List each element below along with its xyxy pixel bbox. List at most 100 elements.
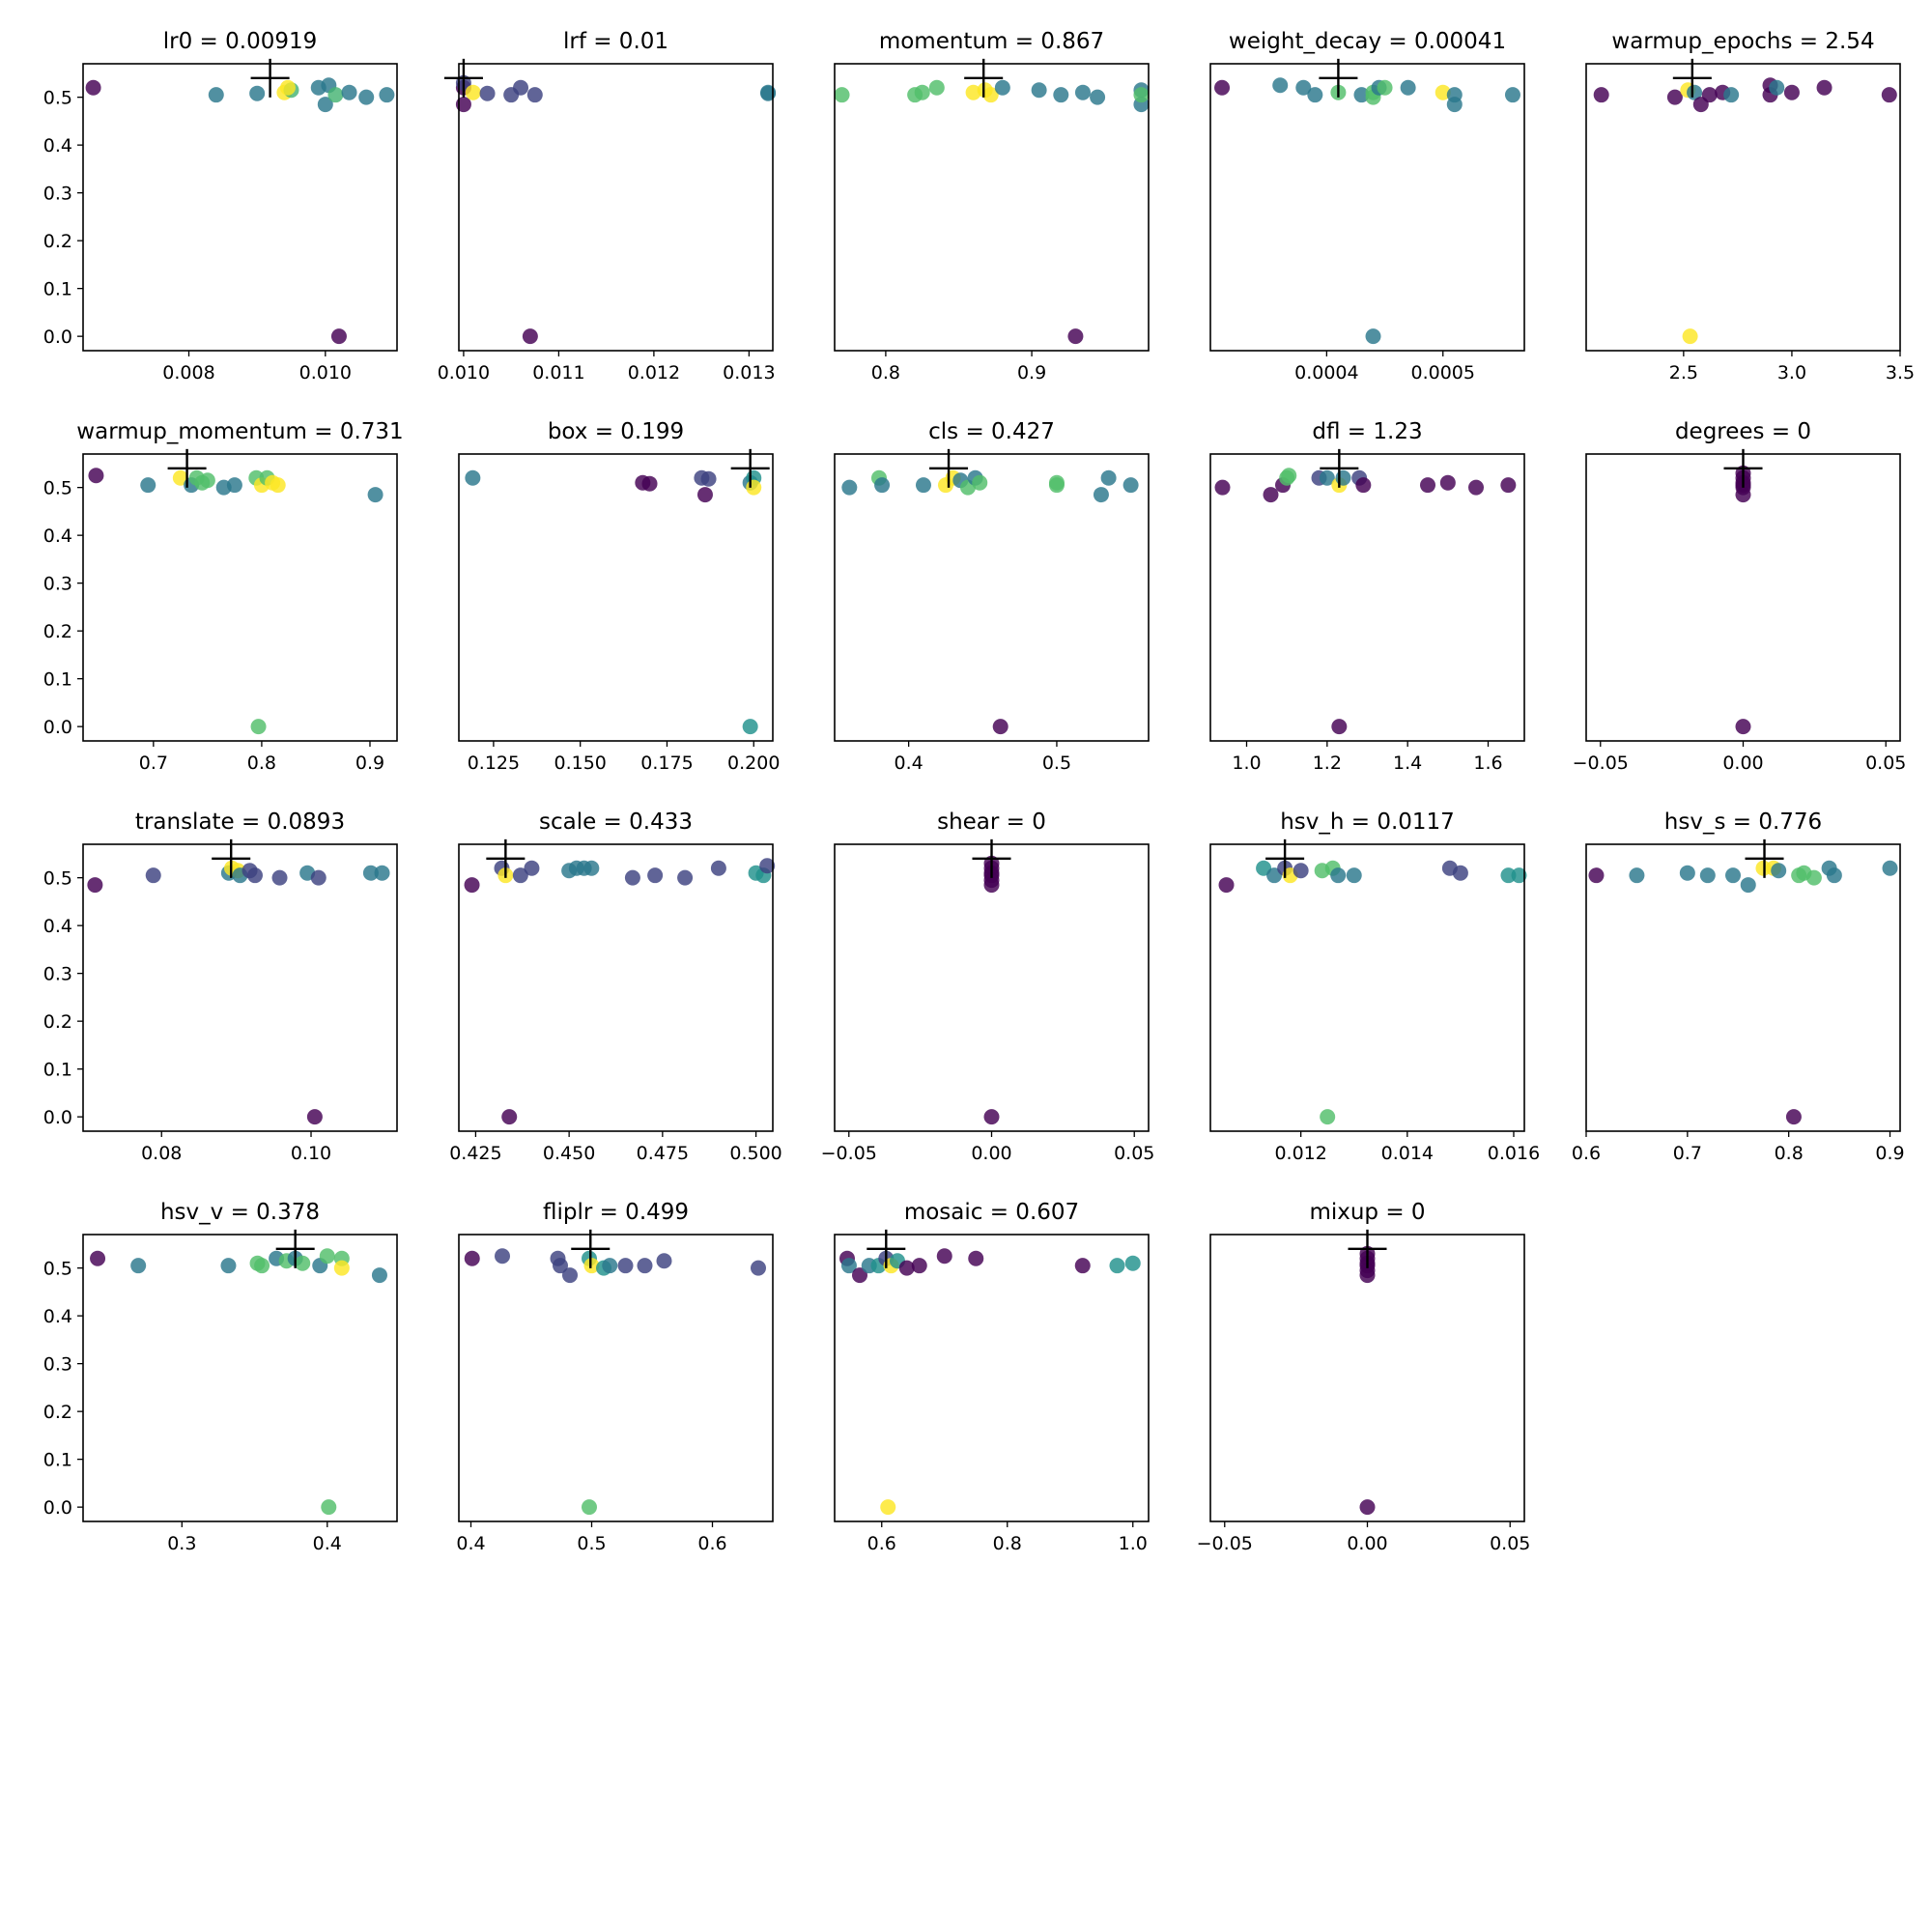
data-point bbox=[624, 869, 640, 886]
y-tick-label: 0.5 bbox=[43, 88, 72, 109]
data-point bbox=[1439, 474, 1456, 491]
data-point bbox=[1805, 869, 1822, 886]
data-point bbox=[562, 1267, 578, 1284]
best-marker bbox=[730, 448, 770, 488]
x-tick-label: 0.05 bbox=[1114, 1143, 1154, 1164]
data-point bbox=[1218, 877, 1235, 894]
data-point bbox=[759, 858, 776, 874]
data-point bbox=[1826, 867, 1842, 884]
data-point bbox=[751, 1260, 766, 1276]
best-marker bbox=[964, 58, 1004, 98]
data-point bbox=[327, 87, 344, 103]
data-point bbox=[1048, 477, 1065, 494]
subplot-9: degrees = 0 −0.05 0.00 0.05 bbox=[1573, 419, 1907, 774]
plot-frame bbox=[834, 63, 1150, 352]
data-point bbox=[617, 1258, 634, 1274]
x-tick-label: 0.6 bbox=[1572, 1143, 1601, 1164]
data-point bbox=[1074, 1258, 1091, 1274]
data-point bbox=[700, 470, 717, 487]
data-point bbox=[464, 1250, 480, 1266]
best-marker bbox=[1320, 448, 1359, 488]
data-point bbox=[330, 328, 347, 345]
x-tick-label: 1.4 bbox=[1393, 753, 1422, 774]
subplot-14: hsv_s = 0.776 0.6 0.7 0.8 0.9 bbox=[1572, 810, 1905, 1164]
data-point bbox=[371, 1267, 387, 1284]
data-point bbox=[341, 84, 357, 100]
data-point bbox=[226, 477, 242, 494]
x-tick-label: −0.05 bbox=[821, 1143, 877, 1164]
data-point bbox=[1725, 867, 1742, 884]
data-point bbox=[1100, 469, 1117, 486]
data-point bbox=[677, 869, 694, 886]
data-point bbox=[526, 87, 543, 103]
subplot-2: momentum = 0.867 0.8 0.9 bbox=[834, 29, 1150, 384]
x-tick-label: 0.3 bbox=[167, 1533, 196, 1554]
data-point bbox=[840, 1258, 857, 1274]
subplot-title: hsv_s = 0.776 bbox=[1664, 810, 1822, 835]
subplot-title: translate = 0.0893 bbox=[135, 810, 345, 835]
plot-frame bbox=[1209, 843, 1525, 1132]
x-tick-label: −0.05 bbox=[1197, 1533, 1253, 1554]
x-tick-label: 0.0005 bbox=[1410, 362, 1474, 384]
data-point bbox=[1272, 77, 1289, 94]
data-point bbox=[1093, 487, 1109, 503]
y-tick-label: 0.2 bbox=[43, 1402, 72, 1423]
best-marker bbox=[250, 58, 290, 98]
x-tick-label: 2.5 bbox=[1669, 362, 1698, 384]
data-point bbox=[319, 1248, 335, 1264]
x-tick-label: 0.6 bbox=[867, 1533, 896, 1554]
data-point bbox=[140, 477, 156, 494]
data-point bbox=[936, 1248, 952, 1264]
data-point bbox=[1133, 87, 1150, 103]
data-point bbox=[246, 867, 263, 884]
y-tick-label: 0.1 bbox=[43, 279, 72, 300]
x-tick-label: 0.9 bbox=[1017, 362, 1046, 384]
x-tick-label: 0.014 bbox=[1381, 1143, 1434, 1164]
data-point bbox=[145, 867, 161, 884]
data-point bbox=[130, 1258, 147, 1274]
x-tick-label: 3.5 bbox=[1886, 362, 1915, 384]
data-point bbox=[1446, 97, 1463, 113]
data-point bbox=[1090, 89, 1106, 105]
y-tick-label: 0.5 bbox=[43, 478, 72, 499]
y-tick-label: 0.0 bbox=[43, 1497, 72, 1519]
y-tick-label: 0.4 bbox=[43, 1306, 72, 1327]
data-point bbox=[1468, 479, 1484, 496]
data-point bbox=[1500, 477, 1517, 494]
x-tick-label: 0.00 bbox=[971, 1143, 1011, 1164]
data-point bbox=[358, 89, 375, 105]
plot-frame bbox=[458, 1234, 774, 1522]
x-tick-label: 0.450 bbox=[543, 1143, 595, 1164]
data-point bbox=[1687, 84, 1703, 100]
x-tick-label: 0.05 bbox=[1490, 1533, 1530, 1554]
data-point bbox=[1214, 479, 1231, 496]
x-tick-label: 0.010 bbox=[438, 362, 490, 384]
subplot-13: hsv_h = 0.0117 0.012 0.014 0.016 bbox=[1209, 810, 1540, 1164]
data-point bbox=[1666, 89, 1683, 105]
data-point bbox=[295, 1255, 311, 1271]
data-point bbox=[982, 87, 999, 103]
data-point bbox=[333, 1260, 350, 1276]
y-tick-label: 0.2 bbox=[43, 1011, 72, 1033]
plot-frame bbox=[1209, 63, 1525, 352]
data-point bbox=[1881, 87, 1897, 103]
data-point bbox=[1263, 487, 1279, 503]
best-marker bbox=[1745, 838, 1784, 878]
data-point bbox=[1400, 79, 1416, 96]
data-point bbox=[374, 865, 390, 881]
subplot-title: fliplr = 0.499 bbox=[543, 1200, 689, 1225]
data-point bbox=[501, 1109, 518, 1125]
plot-frame bbox=[458, 63, 774, 352]
subplot-16: fliplr = 0.499 0.4 0.5 0.6 bbox=[456, 1200, 774, 1554]
x-tick-label: 0.6 bbox=[697, 1533, 726, 1554]
best-marker bbox=[443, 58, 483, 98]
data-point bbox=[1435, 84, 1451, 100]
x-tick-label: 0.012 bbox=[1274, 1143, 1326, 1164]
data-point bbox=[583, 1258, 600, 1274]
plot-frame bbox=[1585, 843, 1901, 1132]
y-tick-label: 0.2 bbox=[43, 231, 72, 252]
data-point bbox=[746, 479, 762, 496]
data-point bbox=[522, 328, 538, 345]
x-tick-label: 0.475 bbox=[637, 1143, 689, 1164]
